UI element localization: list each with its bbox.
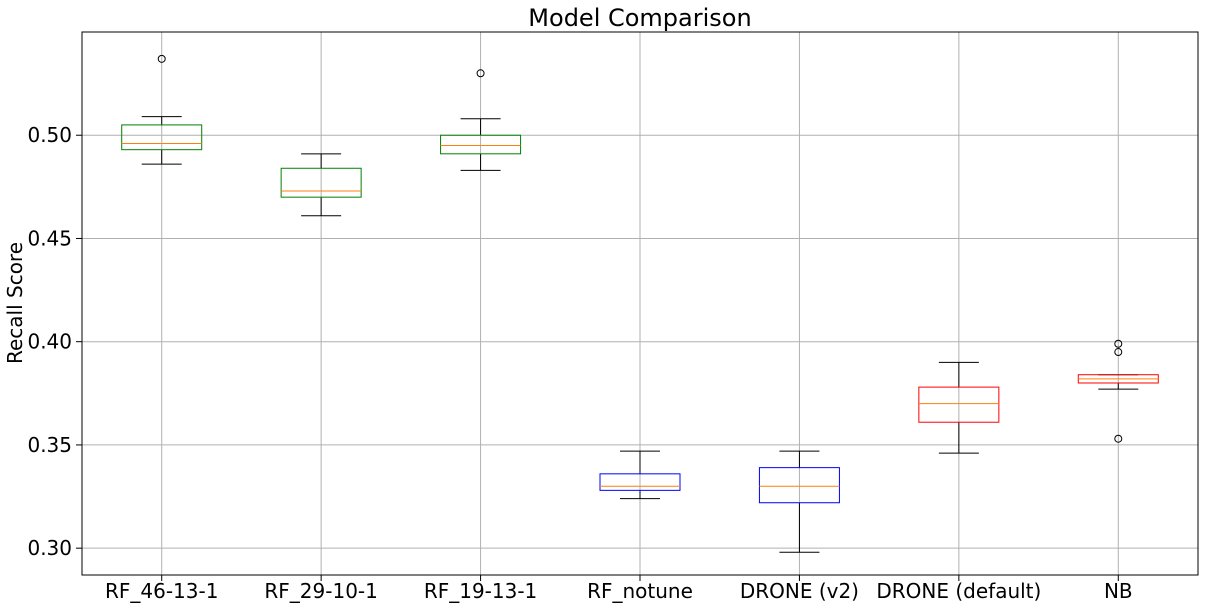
- x-tick-labels: RF_46-13-1 RF_29-10-1 RF_19-13-1 RF_notune D…: [105, 575, 1133, 603]
- plot-frame: [81, 31, 1199, 576]
- chart-title: Model Comparison: [528, 4, 751, 32]
- box-4: [758, 450, 840, 553]
- x-tick-label: RF_29-10-1: [264, 579, 377, 603]
- outlier-point: [1114, 434, 1123, 443]
- box-3: [599, 450, 681, 500]
- box-5: [918, 361, 1000, 454]
- box-0: [121, 54, 203, 165]
- box-1: [280, 153, 362, 217]
- box-body: [918, 386, 1000, 423]
- box-body: [121, 124, 203, 151]
- outlier-point: [1114, 348, 1123, 357]
- box-body: [599, 473, 681, 491]
- box-body: [758, 467, 840, 504]
- x-tick-label: RF_19-13-1: [424, 579, 537, 603]
- box-2: [440, 69, 522, 171]
- box-body: [440, 134, 522, 155]
- box-body: [280, 167, 362, 198]
- x-tick-label: NB: [1104, 579, 1133, 603]
- outlier-point: [476, 69, 485, 78]
- box-6: [1077, 339, 1159, 443]
- x-tick-label: DRONE (default): [876, 579, 1041, 603]
- y-tick-label: 0.40: [27, 330, 72, 354]
- y-tick-label: 0.50: [27, 123, 72, 147]
- y-tick-label: 0.45: [27, 226, 72, 250]
- outlier-point: [1114, 339, 1123, 348]
- y-tick-label: 0.30: [27, 536, 72, 560]
- x-tick-label: DRONE (v2): [740, 579, 859, 603]
- y-tick-label: 0.35: [27, 433, 72, 457]
- x-tick-label: RF_46-13-1: [105, 579, 218, 603]
- y-tick-labels: 0.30 0.35 0.40 0.45 0.50: [27, 123, 82, 560]
- x-tick-label: RF_notune: [587, 579, 693, 603]
- outlier-point: [157, 54, 166, 63]
- y-axis-label: Recall Score: [3, 242, 27, 364]
- boxes: [121, 54, 1159, 553]
